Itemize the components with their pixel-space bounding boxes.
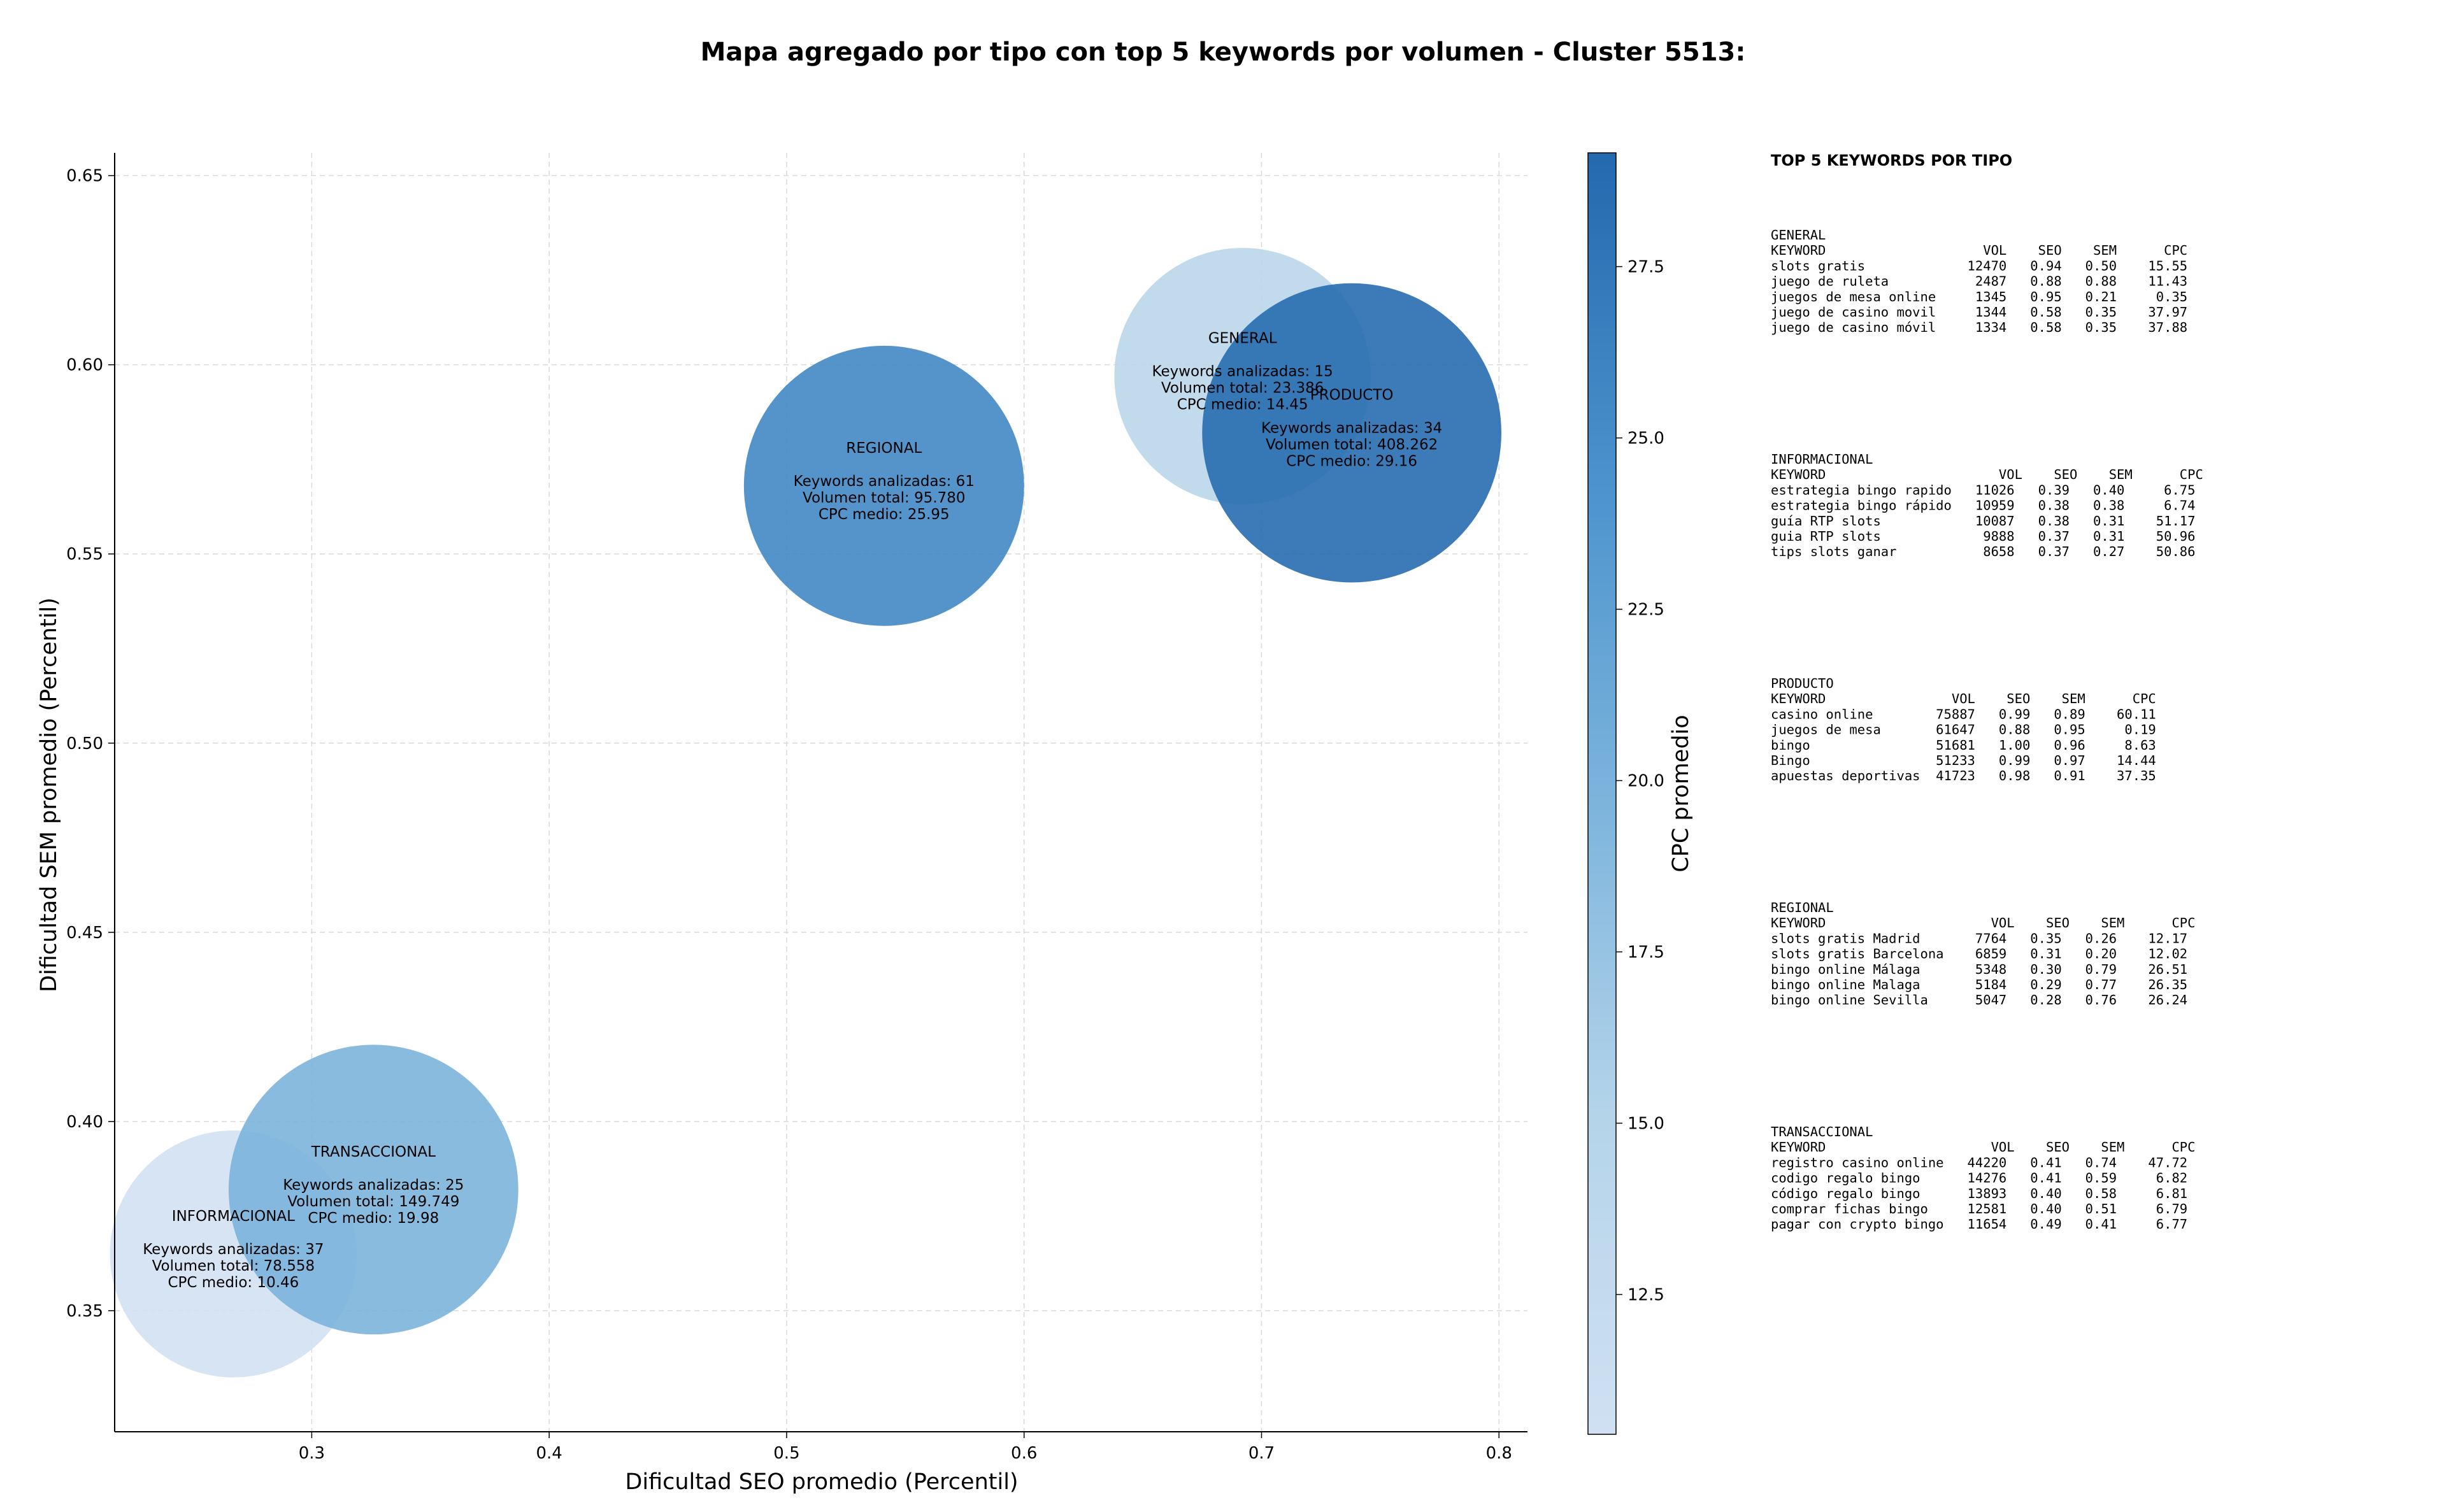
bubble-label-detail: CPC medio: 19.98 bbox=[308, 1210, 439, 1227]
keyword-table-row: Bingo 51233 0.99 0.97 14.44 bbox=[1771, 753, 2156, 768]
keyword-table-row: slots gratis Barcelona 6859 0.31 0.20 12… bbox=[1771, 946, 2187, 962]
keyword-table-row: registro casino online 44220 0.41 0.74 4… bbox=[1771, 1155, 2187, 1170]
bubble-producto bbox=[1202, 283, 1501, 583]
bubble-label-name: GENERAL bbox=[1208, 331, 1277, 347]
bubble-label-detail: Volumen total: 149.749 bbox=[287, 1194, 459, 1210]
bubble-label-detail: Keywords analizadas: 34 bbox=[1261, 420, 1442, 437]
keyword-table-row: bingo online Málaga 5348 0.30 0.79 26.51 bbox=[1771, 962, 2187, 977]
bubble-label-detail: Volumen total: 78.558 bbox=[152, 1258, 315, 1274]
x-tick-label: 0.4 bbox=[536, 1444, 562, 1463]
keyword-table-header: KEYWORD VOL SEO SEM CPC bbox=[1771, 243, 2187, 258]
keyword-table-row: juego de casino movil 1344 0.58 0.35 37.… bbox=[1771, 304, 2187, 320]
keyword-table-row: slots gratis 12470 0.94 0.50 15.55 bbox=[1771, 258, 2187, 273]
axes bbox=[114, 153, 1527, 1432]
y-tick-label: 0.60 bbox=[66, 356, 103, 375]
bubble-label-name: INFORMACIONAL bbox=[172, 1208, 295, 1225]
keyword-table-row: apuestas deportivas 41723 0.98 0.91 37.3… bbox=[1771, 768, 2156, 783]
y-tick-label: 0.55 bbox=[66, 545, 103, 564]
colorbar-tick-label: 15.0 bbox=[1627, 1115, 1664, 1134]
keyword-table-type: GENERAL bbox=[1771, 227, 1826, 243]
keyword-table-type: INFORMACIONAL bbox=[1771, 452, 1873, 467]
bubbles bbox=[110, 248, 1501, 1378]
keyword-table-row: slots gratis Madrid 7764 0.35 0.26 12.17 bbox=[1771, 931, 2187, 946]
bubble-label-detail: CPC medio: 25.95 bbox=[819, 506, 950, 523]
keyword-table-row: juegos de mesa online 1345 0.95 0.21 0.3… bbox=[1771, 289, 2187, 304]
keyword-table-row: bingo 51681 1.00 0.96 8.63 bbox=[1771, 738, 2156, 753]
x-tick-label: 0.3 bbox=[299, 1444, 325, 1463]
bubble-label-name: REGIONAL bbox=[846, 440, 922, 457]
bubble-label-detail: Keywords analizadas: 15 bbox=[1152, 364, 1333, 380]
keyword-table-row: juego de ruleta 2487 0.88 0.88 11.43 bbox=[1771, 274, 2187, 289]
keyword-table-row: estrategia bingo rápido 10959 0.38 0.38 … bbox=[1771, 498, 2195, 513]
ticks: 0.3 0.4 0.5 0.6 0.7 0.8 0.35 0.40 0.45 0.50 0.55 0.… bbox=[66, 167, 1512, 1463]
bubble-label-detail: Keywords analizadas: 25 bbox=[283, 1177, 464, 1194]
colorbar-tick-label: 17.5 bbox=[1627, 943, 1664, 962]
keyword-table-row: juegos de mesa 61647 0.88 0.95 0.19 bbox=[1771, 722, 2156, 738]
keyword-table-row: pagar con crypto bingo 11654 0.49 0.41 6… bbox=[1771, 1216, 2187, 1232]
keyword-table-row: juego de casino móvil 1334 0.58 0.35 37.… bbox=[1771, 320, 2187, 335]
keyword-table-type: PRODUCTO bbox=[1771, 676, 1834, 691]
keyword-table-row: guía RTP slots 10087 0.38 0.31 51.17 bbox=[1771, 513, 2195, 529]
keyword-table-header: KEYWORD VOL SEO SEM CPC bbox=[1771, 691, 2156, 706]
bubble-label-name: TRANSACCIONAL bbox=[311, 1144, 436, 1160]
colorbar-tick-label: 25.0 bbox=[1627, 429, 1664, 448]
colorbar-tick-label: 20.0 bbox=[1627, 772, 1664, 791]
y-axis-label: Dificultad SEM promedio (Percentil) bbox=[36, 597, 62, 992]
bubble-label-detail: Volumen total: 95.780 bbox=[803, 490, 966, 506]
x-tick-label: 0.8 bbox=[1486, 1444, 1512, 1463]
y-tick-label: 0.50 bbox=[66, 734, 103, 753]
keyword-table-type: REGIONAL bbox=[1771, 900, 1834, 915]
chart-title: Mapa agregado por tipo con top 5 keyword… bbox=[701, 38, 1746, 67]
side-panel-title: TOP 5 KEYWORDS POR TIPO bbox=[1771, 152, 2012, 169]
colorbar-tick-label: 12.5 bbox=[1627, 1286, 1664, 1305]
bubble-label-detail: Volumen total: 408.262 bbox=[1266, 437, 1438, 453]
bubble-label-detail: CPC medio: 29.16 bbox=[1286, 453, 1417, 470]
colorbar-ticks: 12.5 15.0 17.5 20.0 22.5 25.0 27.5 bbox=[1616, 258, 1664, 1305]
y-tick-label: 0.45 bbox=[66, 924, 103, 943]
bubble-label-detail: Volumen total: 23.386 bbox=[1161, 380, 1324, 397]
bubble-label-detail: CPC medio: 14.45 bbox=[1177, 397, 1308, 413]
colorbar-tick-label: 27.5 bbox=[1627, 258, 1664, 277]
keyword-table-row: bingo online Malaga 5184 0.29 0.77 26.35 bbox=[1771, 977, 2187, 992]
bubble-label-name: PRODUCTO bbox=[1310, 387, 1394, 404]
keyword-table-row: tips slots ganar 8658 0.37 0.27 50.86 bbox=[1771, 544, 2195, 559]
x-tick-label: 0.6 bbox=[1011, 1444, 1037, 1463]
colorbar-label: CPC promedio bbox=[1668, 715, 1694, 872]
bubble-label-detail: Keywords analizadas: 61 bbox=[794, 473, 975, 490]
keyword-table-row: estrategia bingo rapido 11026 0.39 0.40 … bbox=[1771, 482, 2195, 497]
x-axis-label: Dificultad SEO promedio (Percentil) bbox=[625, 1469, 1018, 1495]
keyword-table-type: TRANSACCIONAL bbox=[1771, 1124, 1873, 1139]
bubble-regional bbox=[743, 345, 1024, 626]
y-tick-label: 0.35 bbox=[66, 1302, 103, 1321]
keyword-table-row: comprar fichas bingo 12581 0.40 0.51 6.7… bbox=[1771, 1201, 2187, 1216]
x-tick-label: 0.5 bbox=[773, 1444, 799, 1463]
bubble-transaccional bbox=[228, 1045, 519, 1335]
y-tick-label: 0.65 bbox=[66, 167, 103, 186]
keyword-table-row: bingo online Sevilla 5047 0.28 0.76 26.2… bbox=[1771, 992, 2187, 1008]
keyword-table-row: guia RTP slots 9888 0.37 0.31 50.96 bbox=[1771, 529, 2195, 544]
keyword-table-row: codigo regalo bingo 14276 0.41 0.59 6.82 bbox=[1771, 1171, 2187, 1186]
keyword-table-header: KEYWORD VOL SEO SEM CPC bbox=[1771, 915, 2195, 931]
bubble-label-detail: Keywords analizadas: 37 bbox=[143, 1241, 324, 1258]
bubble-label-detail: CPC medio: 10.46 bbox=[168, 1274, 299, 1291]
keyword-table-header: KEYWORD VOL SEO SEM CPC bbox=[1771, 1139, 2195, 1155]
colorbar-tick-label: 22.5 bbox=[1627, 601, 1664, 620]
keyword-table-header: KEYWORD VOL SEO SEM CPC bbox=[1771, 467, 2203, 482]
x-tick-label: 0.7 bbox=[1248, 1444, 1275, 1463]
keyword-table-row: casino online 75887 0.99 0.89 60.11 bbox=[1771, 706, 2156, 722]
keyword-table-row: código regalo bingo 13893 0.40 0.58 6.81 bbox=[1771, 1186, 2187, 1201]
y-tick-label: 0.40 bbox=[66, 1113, 103, 1132]
colorbar bbox=[1587, 152, 1617, 1435]
